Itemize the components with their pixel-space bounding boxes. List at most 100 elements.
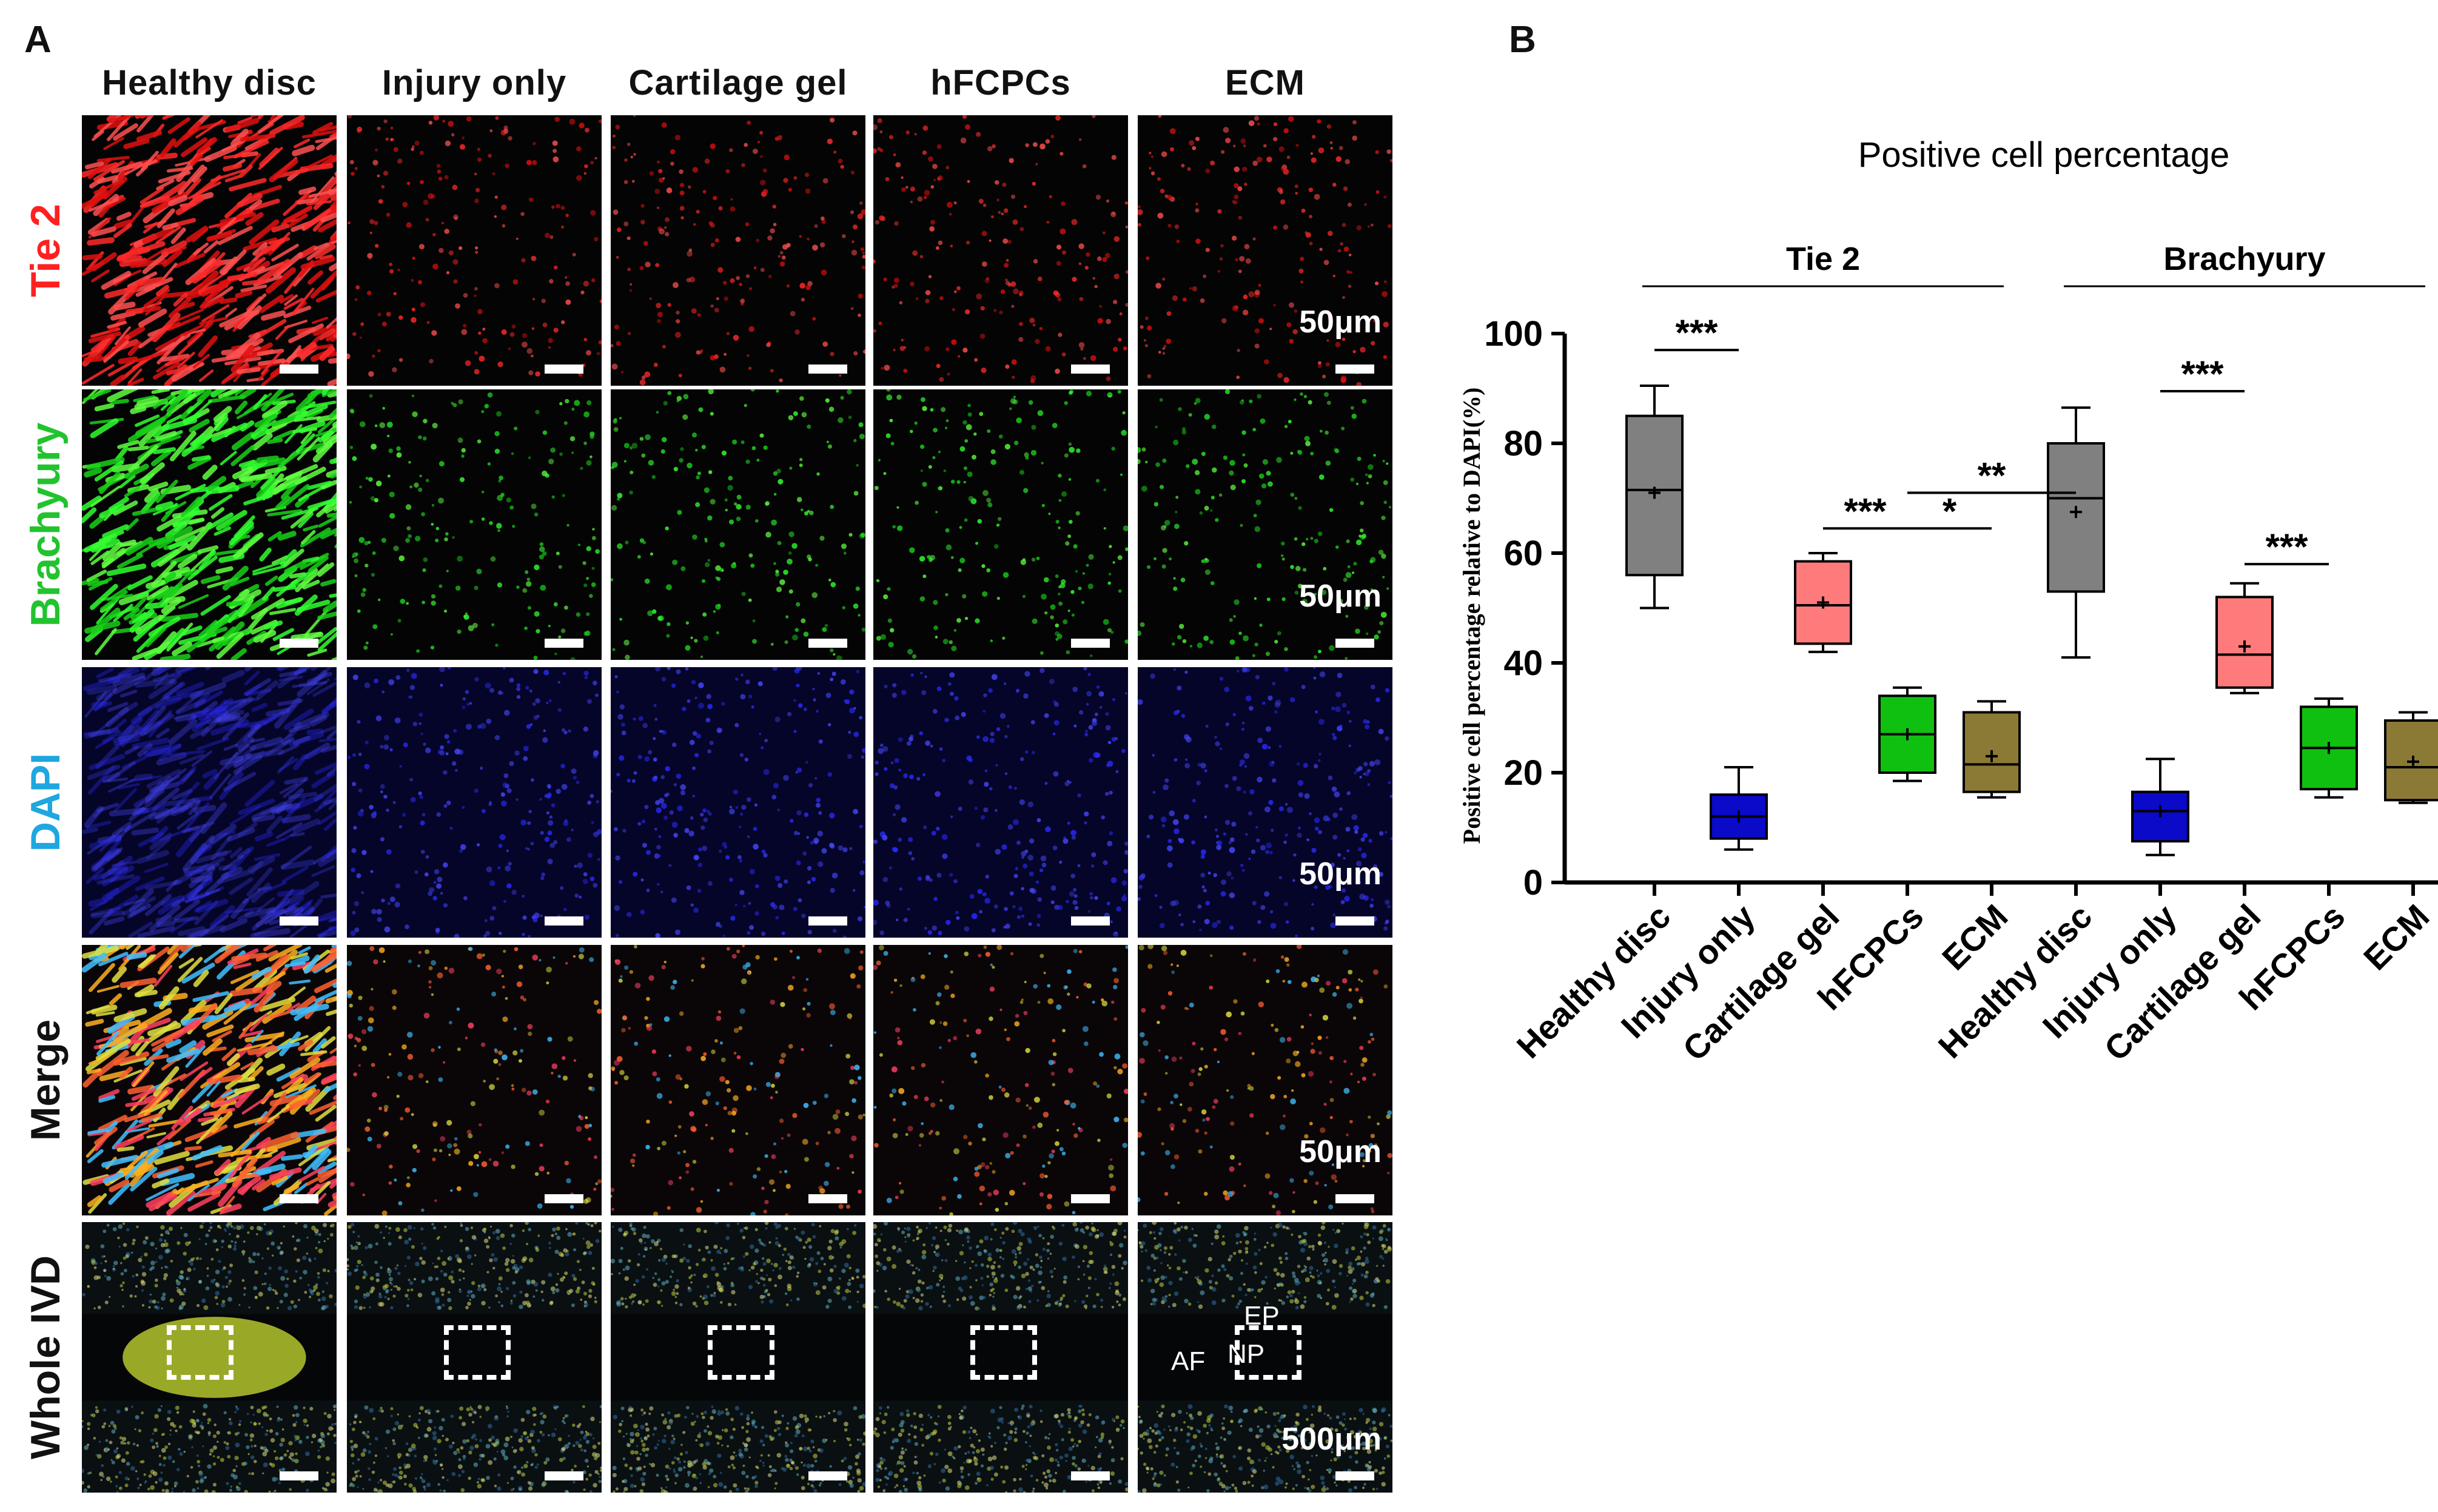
y-tick-label: 40 <box>1503 643 1543 683</box>
micrograph-merge-injury-only <box>347 945 602 1215</box>
scale-bar <box>1335 365 1374 374</box>
region-label-ep: EP <box>1244 1301 1280 1331</box>
micrograph-texture <box>611 1222 865 1493</box>
scale-bar <box>1335 916 1374 926</box>
significance-marker: ** <box>1978 455 2006 496</box>
micrograph-texture <box>82 667 337 938</box>
region-of-interest-box <box>708 1325 774 1380</box>
significance-marker: *** <box>2181 354 2224 394</box>
region-of-interest-box <box>970 1325 1037 1380</box>
micrograph-texture <box>611 667 865 938</box>
scale-bar <box>1335 1471 1374 1480</box>
significance-marker: *** <box>2265 526 2308 567</box>
y-tick-label: 100 <box>1484 314 1543 354</box>
micrograph-texture <box>1138 115 1392 386</box>
region-of-interest-box <box>1235 1325 1301 1380</box>
micrograph-texture <box>82 115 337 386</box>
scale-bar <box>1335 1194 1374 1203</box>
scale-bar <box>808 365 847 374</box>
micrograph-texture <box>1138 945 1392 1215</box>
scale-bar <box>545 916 583 926</box>
scale-bar <box>545 365 583 374</box>
group-label: Brachyury <box>2163 241 2325 277</box>
panel-b-letter: B <box>1509 19 1536 61</box>
micrograph-texture <box>347 667 602 938</box>
scale-bar <box>545 1471 583 1480</box>
micrograph-merge-hfcpcs <box>873 945 1128 1215</box>
row-label-merge: Merge <box>22 1019 69 1141</box>
micrograph-brachyury-hfcpcs <box>873 389 1128 660</box>
micrograph-whole-ivd-injury-only <box>347 1222 602 1493</box>
significance-marker: *** <box>1675 312 1718 353</box>
scale-bar <box>1335 639 1374 648</box>
micrograph-whole-ivd-cartilage-gel <box>611 1222 865 1493</box>
scale-bar <box>808 639 847 648</box>
micrograph-whole-ivd-ecm: 500μm EP NP AF <box>1138 1222 1392 1493</box>
scale-bar <box>808 1471 847 1480</box>
region-of-interest-box <box>444 1325 511 1380</box>
scale-bar-label: 50μm <box>1299 579 1382 614</box>
micrograph-brachyury-healthy-disc <box>82 389 337 660</box>
y-tick-label: 0 <box>1523 863 1543 902</box>
micrograph-dapi-injury-only <box>347 667 602 938</box>
column-header-healthy-disc: Healthy disc <box>102 63 317 102</box>
micrograph-texture <box>873 115 1128 386</box>
micrograph-texture <box>82 945 337 1215</box>
micrograph-texture <box>873 1222 1128 1493</box>
micrograph-texture <box>82 389 337 660</box>
scale-bar <box>280 916 318 926</box>
group-label: Tie 2 <box>1786 241 1860 277</box>
scale-bar-label: 50μm <box>1299 856 1382 892</box>
micrograph-texture <box>873 389 1128 660</box>
column-header-hfcpcs: hFCPCs <box>930 63 1071 102</box>
row-label-brachyury: Brachyury <box>22 422 69 627</box>
micrograph-whole-ivd-healthy-disc <box>82 1222 337 1493</box>
significance-marker: * <box>1943 491 1957 531</box>
row-label-dapi: DAPI <box>22 753 69 852</box>
box-ecm <box>2384 719 2438 802</box>
scale-bar <box>808 1194 847 1203</box>
micrograph-texture <box>873 945 1128 1215</box>
micrograph-texture <box>611 945 865 1215</box>
scale-bar <box>1071 916 1110 926</box>
micrograph-whole-ivd-hfcpcs <box>873 1222 1128 1493</box>
significance-marker: *** <box>1844 491 1887 531</box>
y-tick-label: 20 <box>1503 753 1543 793</box>
micrograph-tie-2-hfcpcs <box>873 115 1128 386</box>
region-of-interest-box <box>167 1325 233 1380</box>
panel-a-letter: A <box>24 19 52 61</box>
micrograph-merge-cartilage-gel <box>611 945 865 1215</box>
micrograph-texture <box>1138 389 1392 660</box>
micrograph-dapi-hfcpcs <box>873 667 1128 938</box>
y-axis-label: Positive cell percentage relative to DAP… <box>1458 388 1485 844</box>
micrograph-tie-2-injury-only <box>347 115 602 386</box>
chart-title: Positive cell percentage <box>1858 135 2230 175</box>
scale-bar <box>808 916 847 926</box>
micrograph-dapi-ecm: 50μm <box>1138 667 1392 938</box>
column-header-cartilage-gel: Cartilage gel <box>628 63 848 102</box>
scale-bar <box>280 639 318 648</box>
y-tick-label: 80 <box>1503 424 1543 463</box>
scale-bar <box>280 365 318 374</box>
micrograph-texture <box>82 1222 337 1493</box>
micrograph-brachyury-cartilage-gel <box>611 389 865 660</box>
scale-bar <box>280 1194 318 1203</box>
x-tick-label: ECM <box>1935 897 2015 978</box>
micrograph-tie-2-cartilage-gel <box>611 115 865 386</box>
micrograph-texture <box>347 115 602 386</box>
region-label-af: AF <box>1171 1346 1206 1376</box>
micrograph-texture <box>347 945 602 1215</box>
column-header-injury-only: Injury only <box>381 63 567 102</box>
micrograph-texture <box>611 115 865 386</box>
micrograph-texture <box>611 389 865 660</box>
micrograph-tie-2-healthy-disc <box>82 115 337 386</box>
micrograph-dapi-healthy-disc <box>82 667 337 938</box>
micrograph-texture <box>1138 667 1392 938</box>
scale-bar-label: 50μm <box>1299 304 1382 340</box>
scale-bar <box>1071 1194 1110 1203</box>
micrograph-merge-ecm: 50μm <box>1138 945 1392 1215</box>
scale-bar-label: 50μm <box>1299 1134 1382 1169</box>
micrograph-texture <box>873 667 1128 938</box>
micrograph-texture <box>347 389 602 660</box>
row-label-whole-ivd: Whole IVD <box>22 1255 69 1460</box>
